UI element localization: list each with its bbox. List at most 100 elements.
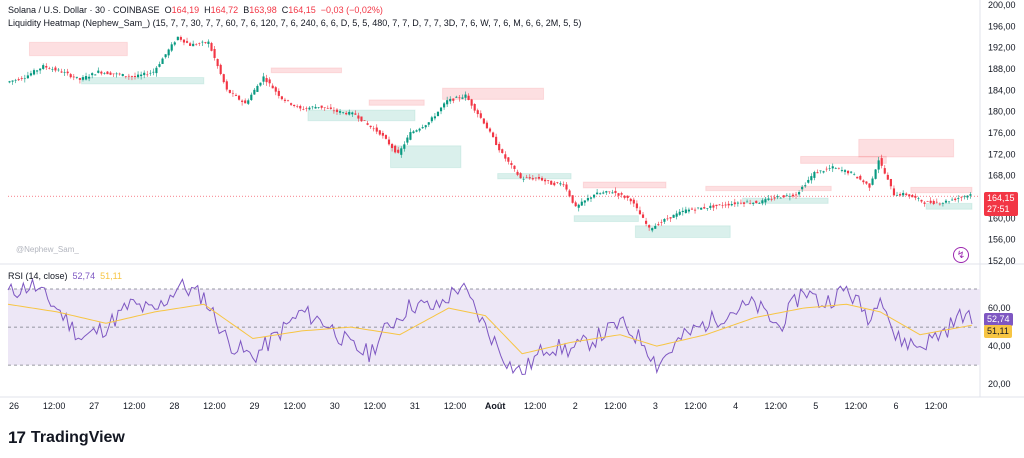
time-tick-label: 3: [653, 401, 658, 411]
candle-body: [109, 72, 112, 75]
candle-body: [745, 201, 749, 203]
candle-body: [571, 195, 574, 203]
candle-body: [8, 81, 11, 83]
candle-body: [455, 96, 458, 98]
candle-body: [813, 172, 816, 178]
candle-body: [715, 204, 718, 207]
candle-body: [75, 76, 78, 78]
candle-body: [700, 207, 703, 210]
candle-body: [917, 198, 920, 199]
candle-body: [409, 132, 412, 140]
candle-body: [164, 54, 167, 58]
candle-body: [895, 195, 899, 196]
candle-body: [36, 70, 39, 72]
candle-body: [540, 177, 544, 181]
liquidity-zone-sell-1: [270, 67, 343, 74]
candle-body: [911, 194, 914, 198]
candle-body: [45, 66, 48, 68]
candle-body: [837, 167, 840, 169]
liquidity-zone-sell-7: [858, 138, 955, 158]
candle-body: [721, 205, 724, 207]
candle-body: [54, 67, 57, 71]
time-tick-label: 29: [250, 401, 260, 411]
candle-body: [433, 116, 436, 119]
candle-body: [675, 213, 678, 217]
candle-body: [859, 175, 862, 180]
candle-body: [403, 144, 406, 149]
candle-body: [905, 193, 908, 195]
candle-body: [687, 209, 690, 212]
candle-body: [596, 192, 599, 195]
candle-body: [69, 74, 72, 78]
liquidity-zone-buy-12: [497, 173, 572, 180]
price-tick-label: 152,00: [988, 256, 1016, 266]
candle-body: [846, 170, 850, 174]
candle-body: [825, 168, 828, 170]
candle-body: [889, 178, 892, 187]
candle-body: [461, 97, 464, 99]
candle-body: [605, 191, 608, 193]
lightning-icon[interactable]: ↯: [953, 247, 969, 263]
candle-body: [507, 157, 510, 162]
candle-body: [908, 194, 911, 197]
candle-body: [831, 166, 834, 169]
candle-body: [547, 180, 550, 181]
candle-body: [106, 71, 109, 75]
tradingview-logo[interactable]: 17 TradingView: [8, 428, 125, 448]
candle-body: [449, 98, 452, 102]
candle-body: [84, 76, 88, 80]
liquidity-zone-sell-5: [705, 185, 832, 192]
last-price-value: 164,15: [987, 193, 1015, 203]
price-tick-label: 192,00: [988, 43, 1016, 53]
candle-body: [32, 70, 36, 75]
candle-body: [421, 127, 424, 129]
candle-body: [960, 196, 963, 198]
liquidity-zone-sell-4: [582, 181, 667, 189]
rsi-legend[interactable]: RSI (14, close) 52,74 51,11: [8, 271, 122, 281]
candle-body: [195, 44, 198, 46]
candle-body: [519, 173, 522, 179]
candle-body: [801, 186, 804, 190]
candle-body: [299, 105, 302, 109]
candle-body: [406, 137, 409, 143]
candle-body: [14, 79, 17, 81]
candle-body: [91, 73, 94, 76]
candle-body: [94, 74, 97, 76]
candle-body: [446, 100, 449, 105]
time-tick-label: 12:00: [123, 401, 146, 411]
rsi-ma-line: [7, 303, 973, 355]
candle-body: [88, 76, 91, 79]
candle-body: [951, 199, 954, 201]
candle-body: [583, 200, 586, 203]
candle-body: [412, 131, 415, 134]
candle-body: [764, 199, 767, 203]
candle-body: [198, 43, 201, 44]
candle-body: [914, 195, 917, 198]
candle-body: [179, 37, 182, 40]
liquidity-zone-buy-16: [925, 202, 973, 210]
candle-body: [286, 100, 290, 101]
candle-body: [635, 203, 638, 209]
candle-body: [810, 176, 813, 181]
candle-body: [488, 128, 492, 132]
candle-body: [464, 94, 467, 98]
time-tick-label: 12:00: [764, 401, 787, 411]
indicator-legend[interactable]: Liquidity Heatmap (Nephew_Sam_) (15, 7, …: [8, 18, 582, 28]
liquidity-zone-sell-0: [28, 41, 128, 57]
candle-body: [712, 205, 715, 208]
price-tick-label: 188,00: [988, 64, 1016, 74]
time-tick-label: 12:00: [43, 401, 66, 411]
candle-body: [767, 198, 770, 200]
last-price-badge: 164,15 27:51: [984, 192, 1018, 216]
candle-body: [804, 185, 807, 187]
candle-body: [733, 202, 736, 205]
price-tick-label: 200,00: [988, 0, 1016, 10]
candle-body: [902, 192, 905, 196]
rsi-line: [7, 277, 973, 376]
candle-body: [48, 68, 51, 69]
candle-body: [332, 110, 335, 112]
candle-body: [957, 198, 960, 199]
price-tick-label: 180,00: [988, 107, 1016, 117]
symbol-legend[interactable]: Solana / U.S. Dollar · 30 · COINBASE O16…: [8, 5, 383, 15]
